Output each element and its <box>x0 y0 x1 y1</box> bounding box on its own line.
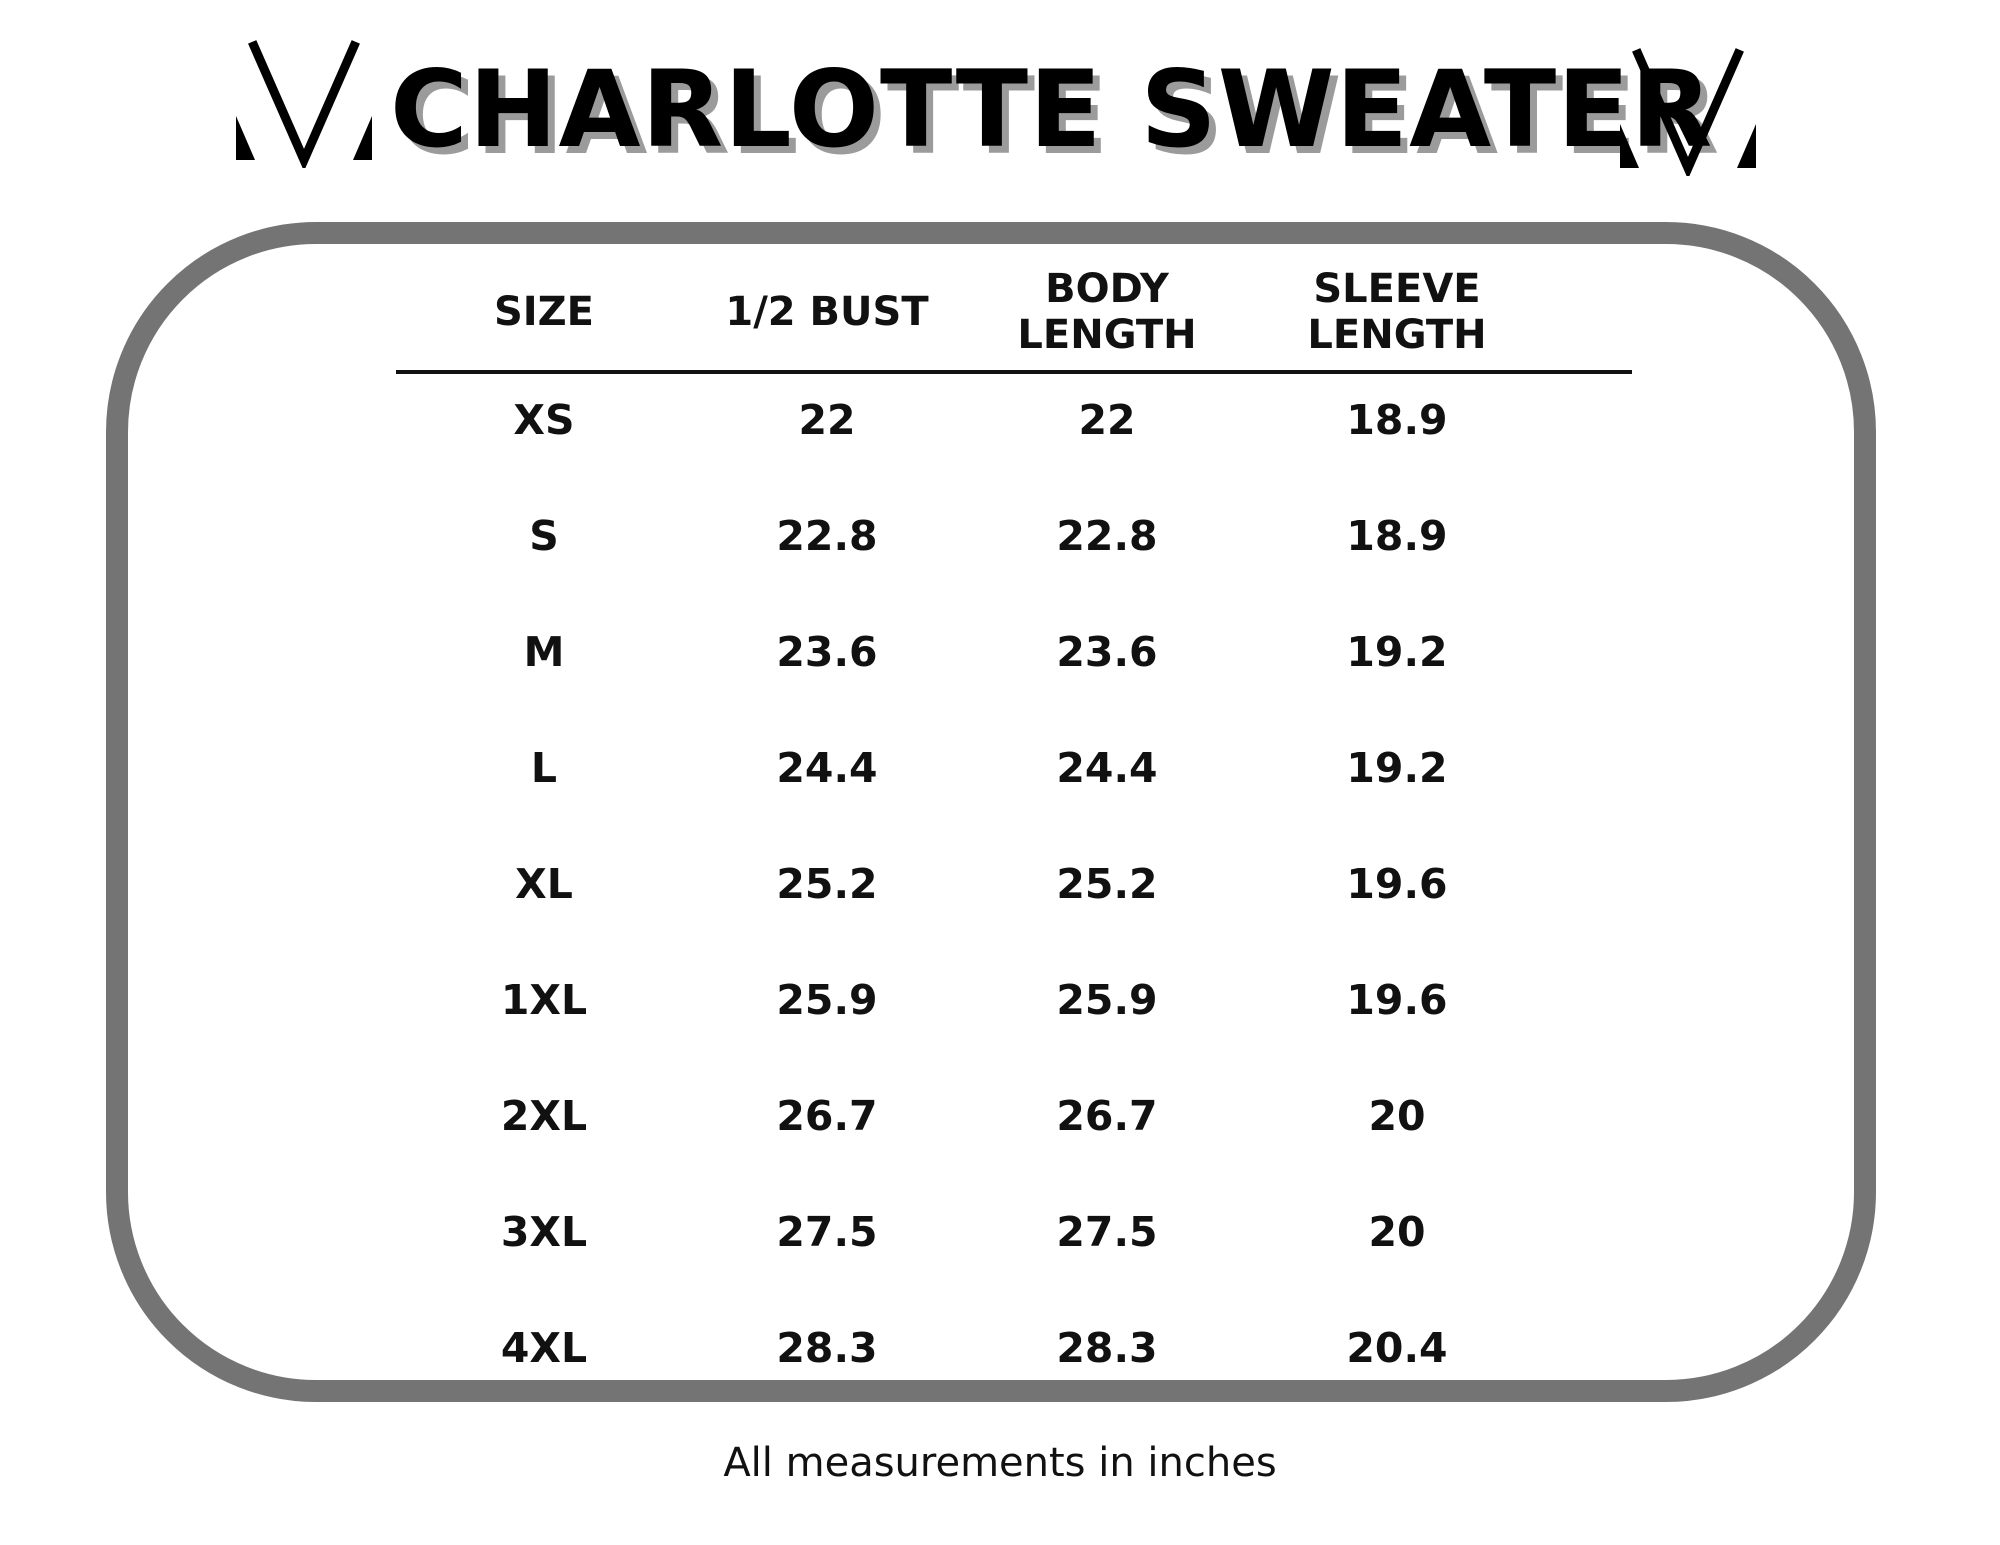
chevron-v-logo-icon <box>236 40 372 168</box>
table-row: M 23.6 23.6 19.2 <box>396 627 1632 743</box>
sleeve-length-cell: 20 <box>1368 1208 1426 1256</box>
half-bust-cell: 22 <box>798 396 856 444</box>
table-row: 4XL 28.3 28.3 20.4 <box>396 1323 1632 1439</box>
body-length-cell: 25.9 <box>1056 976 1158 1024</box>
header-divider <box>396 370 1632 374</box>
size-cell: L <box>530 744 558 792</box>
size-cell: 2XL <box>500 1092 588 1140</box>
size-cell: XS <box>513 396 575 444</box>
sleeve-length-cell: 19.6 <box>1346 860 1448 908</box>
body-length-cell: 26.7 <box>1056 1092 1158 1140</box>
table-row: 1XL 25.9 25.9 19.6 <box>396 975 1632 1091</box>
table-row: XL 25.2 25.2 19.6 <box>396 859 1632 975</box>
body-length-cell: 25.2 <box>1056 860 1158 908</box>
header-sleeve-length: SLEEVE LENGTH <box>1307 265 1487 358</box>
half-bust-cell: 24.4 <box>776 744 878 792</box>
size-cell: XL <box>515 860 573 908</box>
body-length-cell: 28.3 <box>1056 1324 1158 1372</box>
half-bust-cell: 22.8 <box>776 512 878 560</box>
half-bust-cell: 28.3 <box>776 1324 878 1372</box>
sleeve-length-cell: 19.6 <box>1346 976 1448 1024</box>
sleeve-length-cell: 18.9 <box>1346 396 1448 444</box>
half-bust-cell: 26.7 <box>776 1092 878 1140</box>
page-title: CHARLOTTE SWEATER CHARLOTTE SWEATER <box>390 40 1719 180</box>
body-length-cell: 24.4 <box>1056 744 1158 792</box>
header-half-bust: 1/2 BUST <box>725 288 929 335</box>
header-body-length: BODY LENGTH <box>1017 265 1197 358</box>
header-size: SIZE <box>493 288 595 335</box>
half-bust-cell: 27.5 <box>776 1208 878 1256</box>
size-cell: 1XL <box>500 976 588 1024</box>
size-chart-table: SIZE 1/2 BUST BODY LENGTH SLEEVE LENGTH XS… <box>396 255 1632 1385</box>
sleeve-length-cell: 20.4 <box>1346 1324 1448 1372</box>
chevron-v-logo-icon <box>1620 48 1756 176</box>
size-chart-frame <box>106 222 1876 1402</box>
table-row: 2XL 26.7 26.7 20 <box>396 1091 1632 1207</box>
page-title-shadow: CHARLOTTE SWEATER <box>397 55 1721 178</box>
body-length-cell: 23.6 <box>1056 628 1158 676</box>
measurement-note: All measurements in inches <box>723 1440 1277 1486</box>
size-cell: 3XL <box>500 1208 588 1256</box>
size-cell: M <box>523 628 565 676</box>
table-row: S 22.8 22.8 18.9 <box>396 511 1632 627</box>
page-title-text: CHARLOTTE SWEATER <box>390 48 1714 171</box>
body-length-cell: 22.8 <box>1056 512 1158 560</box>
sleeve-length-cell: 19.2 <box>1346 628 1448 676</box>
half-bust-cell: 23.6 <box>776 628 878 676</box>
half-bust-cell: 25.9 <box>776 976 878 1024</box>
sleeve-length-cell: 19.2 <box>1346 744 1448 792</box>
table-body: XS 22 22 18.9 S 22.8 22.8 18.9 M 23.6 23.6 19.2 L 24.… <box>396 395 1632 1439</box>
size-cell: 4XL <box>500 1324 588 1372</box>
sleeve-length-cell: 20 <box>1368 1092 1426 1140</box>
half-bust-cell: 25.2 <box>776 860 878 908</box>
sleeve-length-cell: 18.9 <box>1346 512 1448 560</box>
body-length-cell: 22 <box>1078 396 1136 444</box>
table-header-row: SIZE 1/2 BUST BODY LENGTH SLEEVE LENGTH <box>396 255 1632 371</box>
size-cell: S <box>529 512 559 560</box>
body-length-cell: 27.5 <box>1056 1208 1158 1256</box>
table-row: L 24.4 24.4 19.2 <box>396 743 1632 859</box>
table-row: 3XL 27.5 27.5 20 <box>396 1207 1632 1323</box>
table-row: XS 22 22 18.9 <box>396 395 1632 511</box>
